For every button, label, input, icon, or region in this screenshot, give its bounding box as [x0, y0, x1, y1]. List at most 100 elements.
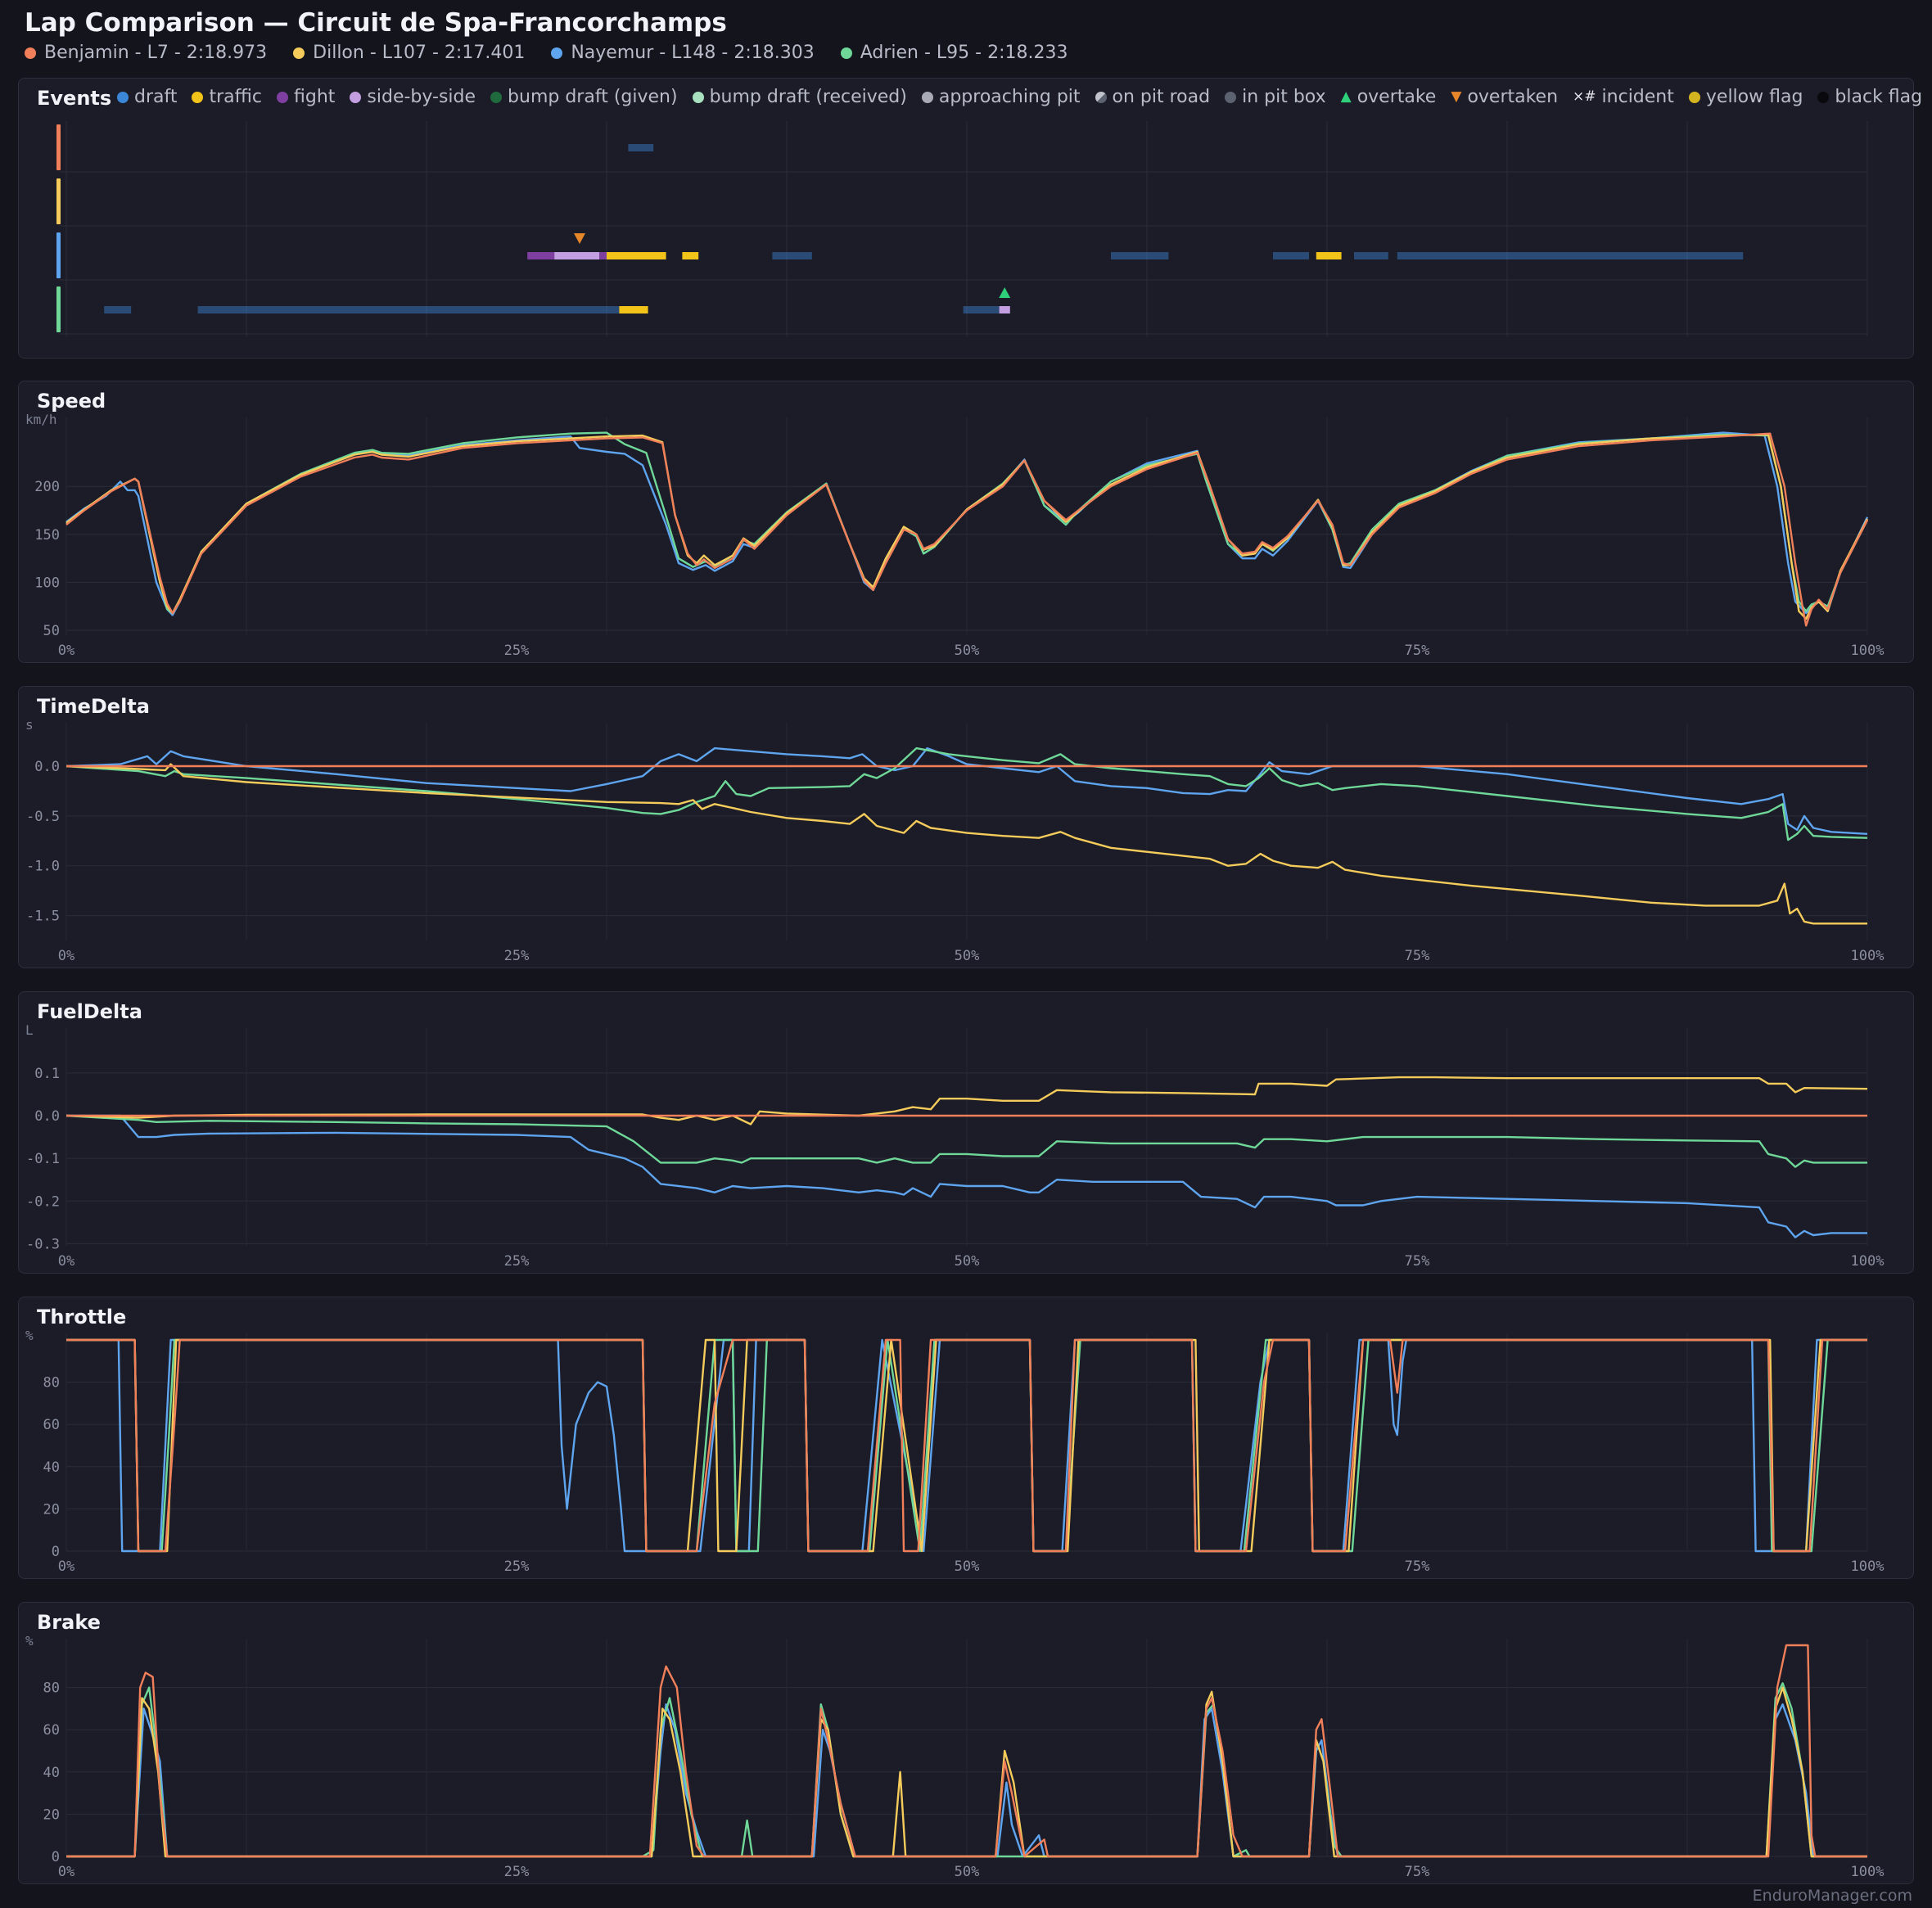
timedelta-title: TimeDelta: [37, 695, 150, 718]
pit-road-icon: [1095, 91, 1107, 103]
y-tick-label: 0: [52, 1849, 60, 1865]
y-tick-label: -0.3: [26, 1236, 60, 1252]
event-color-dot: [1688, 91, 1700, 103]
y-tick-label: 20: [43, 1807, 60, 1823]
event-legend-item[interactable]: ▼ overtaken: [1451, 87, 1558, 107]
event-legend-item[interactable]: traffic: [192, 87, 262, 107]
brake-panel: Brake % 80 60 40 20 0 0% 25% 50% 75% 100%: [18, 1602, 1914, 1884]
driver-legend: Benjamin - L7 - 2:18.973 Dillon - L107 -…: [25, 43, 1068, 63]
event-color-dot: [490, 91, 503, 103]
event-bar: [527, 252, 555, 259]
event-color-dot: [921, 91, 933, 103]
axis-unit-label: %: [25, 1633, 34, 1649]
x-tick-label: 50%: [955, 1253, 980, 1270]
series-line: [65, 1076, 1868, 1125]
series-line: [65, 747, 1868, 841]
event-legend-item[interactable]: bump draft (given): [490, 87, 678, 107]
driver-color-dot: [25, 47, 36, 59]
event-legend-item[interactable]: on pit road: [1095, 87, 1210, 107]
x-tick-label: 100%: [1851, 948, 1885, 964]
x-tick-label: 0%: [58, 643, 74, 659]
event-legend-item[interactable]: in pit box: [1225, 87, 1326, 107]
x-tick-label: 100%: [1851, 643, 1885, 659]
x-tick-label: 25%: [504, 643, 530, 659]
axis-unit-label: km/h: [25, 412, 57, 427]
event-bar: [1354, 252, 1388, 259]
series-line: [65, 763, 1867, 925]
driver-color-dot: [293, 47, 305, 59]
event-bar: [682, 252, 699, 259]
event-bar: [554, 252, 600, 259]
axis-unit-label: L: [25, 1022, 34, 1038]
throttle-title: Throttle: [37, 1306, 127, 1328]
event-color-dot: [117, 91, 129, 103]
x-tick-label: 75%: [1405, 1864, 1430, 1880]
driver-label: Adrien - L95 - 2:18.233: [860, 43, 1068, 63]
y-tick-label: 80: [43, 1680, 60, 1697]
event-label: yellow flag: [1705, 87, 1803, 107]
y-tick-label: 40: [43, 1459, 60, 1476]
x-tick-label: 0%: [58, 948, 74, 964]
lane-marker: [56, 232, 61, 278]
axis-unit-label: s: [25, 717, 34, 733]
x-tick-label: 25%: [504, 1558, 530, 1575]
driver-legend-item[interactable]: Benjamin - L7 - 2:18.973: [25, 43, 267, 63]
series-line: [65, 433, 1869, 620]
event-color-dot: [692, 91, 704, 103]
event-color-dot: [1225, 91, 1237, 103]
x-tick-label: 75%: [1405, 1253, 1430, 1270]
driver-label: Dillon - L107 - 2:17.401: [313, 43, 526, 63]
timedelta-panel: TimeDelta s 0.0 -0.5 -1.0 -1.5 0% 25% 50% 75% 100…: [18, 686, 1914, 968]
y-tick-label: -1.5: [26, 909, 60, 925]
event-legend-item[interactable]: black flag: [1817, 87, 1922, 107]
driver-color-dot: [551, 47, 563, 59]
event-label: incident: [1601, 87, 1674, 107]
series-line: [66, 1114, 1867, 1238]
event-legend-item[interactable]: bump draft (received): [692, 87, 907, 107]
speed-chart: km/h 200 150 100 50 0% 25% 50% 75% 100%: [25, 412, 1885, 659]
series-line: [66, 1644, 1867, 1858]
driver-label: Benjamin - L7 - 2:18.973: [44, 43, 268, 63]
y-tick-label: 20: [43, 1501, 60, 1518]
x-tick-label: 0%: [58, 1864, 74, 1880]
event-label: draft: [134, 87, 178, 107]
brake-chart: % 80 60 40 20 00% 25% 50% 75% 100%: [25, 1633, 1884, 1880]
event-legend-item[interactable]: ×# incident: [1573, 87, 1674, 107]
x-tick-label: 100%: [1851, 1558, 1885, 1575]
event-legend-item[interactable]: ▲ overtake: [1341, 87, 1437, 107]
event-label: bump draft (received): [709, 87, 907, 107]
y-tick-label: 0: [52, 1544, 60, 1560]
overtaken-marker: [574, 233, 585, 244]
events-timeline: [56, 121, 1868, 336]
event-legend-item[interactable]: fight: [277, 87, 335, 107]
event-label: approaching pit: [938, 87, 1081, 107]
driver-legend-item[interactable]: Nayemur - L148 - 2:18.303: [551, 43, 815, 63]
event-bar: [607, 252, 666, 259]
event-legend-item[interactable]: yellow flag: [1688, 87, 1803, 107]
event-color-dot: [192, 91, 204, 103]
footer-credit: EnduroManager.com: [1752, 1887, 1912, 1905]
event-label: bump draft (given): [508, 87, 678, 107]
overtaken-icon: ▼: [1451, 88, 1462, 105]
event-color-dot: [350, 91, 362, 103]
event-label: traffic: [209, 87, 263, 107]
x-tick-label: 75%: [1405, 948, 1430, 964]
event-bar: [1397, 252, 1744, 259]
event-label: in pit box: [1242, 87, 1326, 107]
event-legend-item[interactable]: approaching pit: [921, 87, 1081, 107]
x-tick-label: 25%: [504, 1864, 530, 1880]
y-tick-label: -0.5: [26, 809, 60, 825]
incident-icon: ×#: [1573, 88, 1596, 105]
lane-marker: [56, 286, 61, 332]
driver-legend-item[interactable]: Dillon - L107 - 2:17.401: [293, 43, 525, 63]
throttle-panel: Throttle % 80 60 40 20 0 0% 25% 50% 75% 100%: [18, 1297, 1914, 1579]
event-legend-item[interactable]: draft: [117, 87, 177, 107]
driver-legend-item[interactable]: Adrien - L95 - 2:18.233: [840, 43, 1068, 63]
y-tick-label: 100: [34, 575, 60, 592]
x-tick-label: 50%: [955, 1864, 980, 1880]
x-tick-label: 0%: [58, 1253, 74, 1270]
event-bar: [197, 306, 620, 313]
event-color-dot: [1817, 91, 1830, 103]
event-legend-item[interactable]: side-by-side: [350, 87, 476, 107]
series-line: [66, 1338, 1867, 1553]
